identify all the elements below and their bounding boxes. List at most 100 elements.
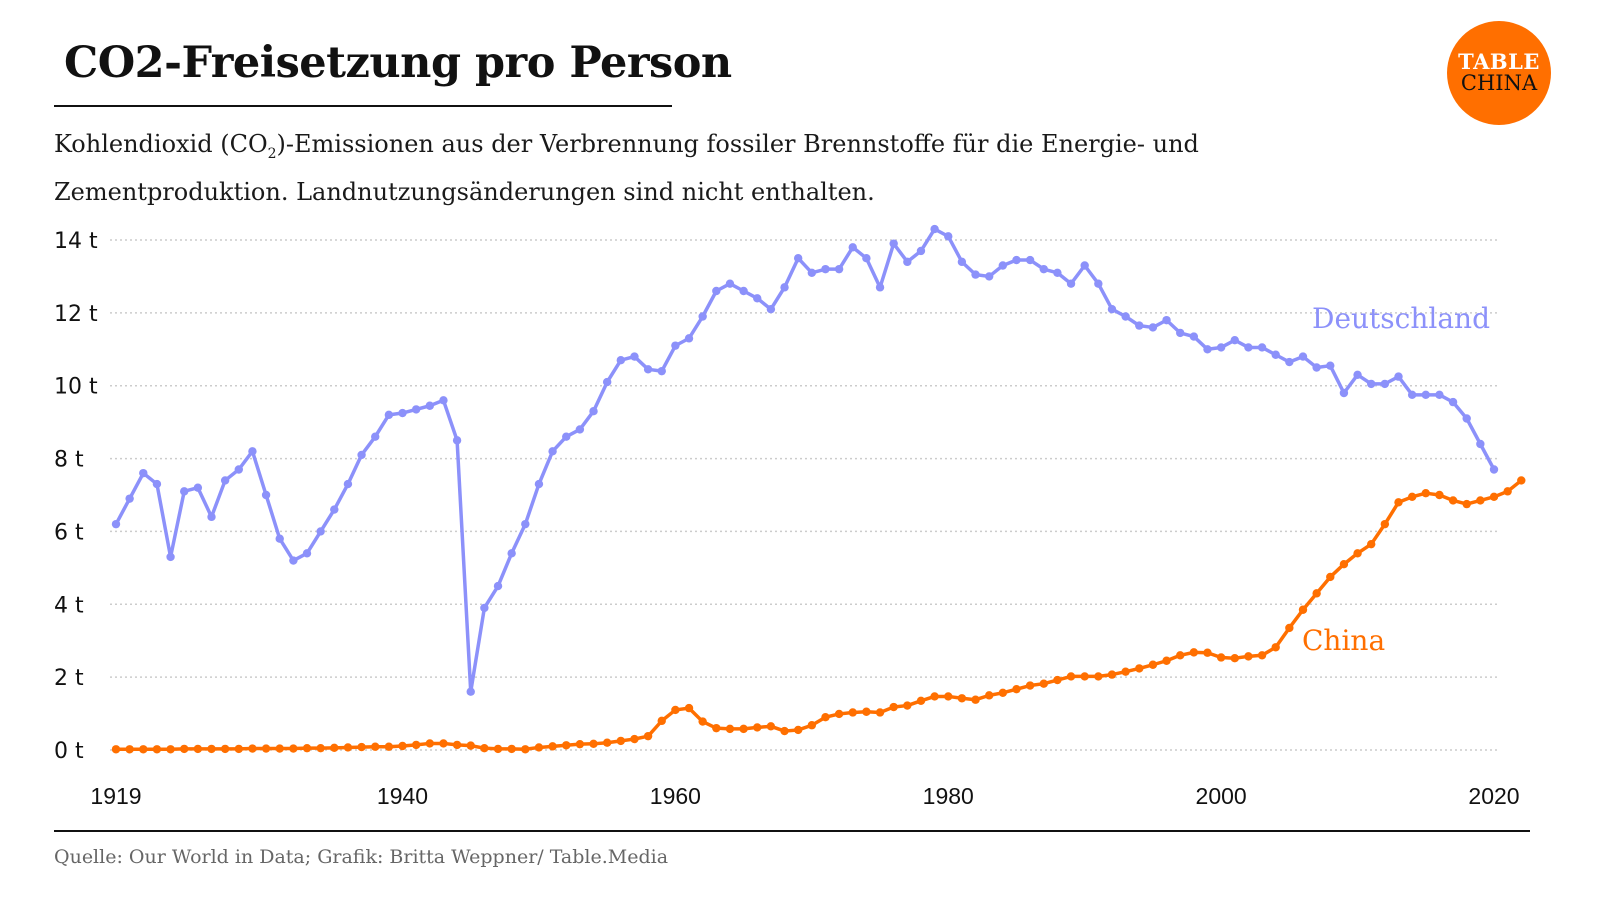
data-point bbox=[330, 505, 339, 514]
data-point bbox=[1175, 651, 1185, 660]
data-point bbox=[357, 450, 366, 460]
data-point bbox=[657, 716, 666, 726]
data-point bbox=[125, 494, 134, 503]
data-point bbox=[793, 725, 803, 735]
data-point bbox=[1121, 312, 1130, 321]
data-point bbox=[411, 740, 421, 750]
chart-subtitle: Kohlendioxid (CO2)-Emissionen aus der Ve… bbox=[54, 125, 1274, 211]
data-point bbox=[343, 743, 353, 752]
data-point bbox=[493, 744, 503, 754]
data-point bbox=[903, 257, 912, 267]
data-point bbox=[766, 305, 776, 314]
data-point bbox=[384, 410, 394, 420]
data-point bbox=[1407, 492, 1417, 502]
data-point bbox=[111, 519, 121, 529]
data-point bbox=[398, 741, 407, 751]
data-point bbox=[998, 688, 1008, 698]
series-line-deutschland bbox=[114, 227, 1496, 694]
data-point bbox=[1435, 490, 1444, 500]
data-point bbox=[1394, 372, 1403, 381]
series-china bbox=[111, 476, 1526, 754]
data-point bbox=[248, 447, 257, 456]
data-point bbox=[1162, 315, 1171, 325]
data-point bbox=[1257, 343, 1267, 352]
data-point bbox=[316, 743, 325, 753]
data-point bbox=[1462, 414, 1471, 423]
y-tick-label: 10 t bbox=[54, 375, 98, 400]
data-point bbox=[712, 286, 721, 296]
data-point bbox=[889, 239, 898, 248]
data-point bbox=[493, 581, 503, 591]
data-point bbox=[234, 465, 243, 474]
data-point bbox=[1339, 388, 1349, 398]
data-point bbox=[821, 713, 830, 722]
data-point bbox=[289, 744, 298, 753]
data-point bbox=[698, 312, 707, 321]
data-point bbox=[207, 744, 216, 754]
data-point bbox=[1326, 361, 1335, 370]
data-point bbox=[425, 739, 435, 748]
data-point bbox=[452, 740, 462, 750]
data-point bbox=[207, 512, 216, 522]
data-point bbox=[1339, 560, 1349, 569]
data-point bbox=[1353, 370, 1362, 379]
data-point bbox=[575, 425, 585, 434]
data-point bbox=[548, 447, 557, 456]
data-point bbox=[1066, 672, 1076, 681]
y-axis-ticks: 0 t 2 t 4 t 6 t 8 t 10 t 12 t 14 t bbox=[54, 229, 98, 764]
data-point bbox=[466, 687, 475, 696]
data-point bbox=[1135, 664, 1144, 673]
x-tick-label: 2000 bbox=[1196, 783, 1247, 809]
data-point bbox=[357, 742, 366, 752]
data-point bbox=[248, 744, 257, 753]
x-axis-ticks: 1919 1940 1960 1980 2000 2020 bbox=[90, 783, 1519, 809]
data-point bbox=[766, 722, 776, 731]
data-point bbox=[712, 723, 721, 733]
data-point bbox=[753, 723, 762, 732]
data-point bbox=[944, 232, 953, 241]
data-point bbox=[371, 742, 380, 751]
data-point bbox=[1448, 397, 1458, 407]
data-point bbox=[1312, 363, 1321, 372]
data-point bbox=[220, 744, 230, 754]
data-point bbox=[889, 702, 898, 712]
data-point bbox=[821, 264, 830, 274]
data-point bbox=[1503, 487, 1512, 496]
data-point bbox=[903, 701, 912, 710]
data-point bbox=[507, 744, 516, 754]
data-point bbox=[316, 527, 325, 536]
data-point bbox=[1148, 323, 1158, 332]
logo-line-1: TABLE bbox=[1458, 49, 1540, 74]
data-point bbox=[971, 270, 980, 279]
data-point bbox=[1367, 379, 1376, 389]
data-point bbox=[684, 334, 694, 343]
data-point bbox=[562, 741, 571, 750]
data-point bbox=[875, 708, 885, 717]
x-tick-label: 1980 bbox=[923, 783, 974, 809]
data-point bbox=[725, 279, 735, 288]
data-point bbox=[916, 696, 926, 706]
data-point bbox=[671, 705, 680, 715]
subtitle-subscript: 2 bbox=[267, 145, 277, 162]
y-tick-label: 8 t bbox=[54, 448, 84, 473]
data-point bbox=[220, 476, 230, 485]
data-point bbox=[1244, 343, 1253, 352]
data-point bbox=[971, 695, 980, 704]
data-point bbox=[1407, 390, 1417, 400]
x-tick-label: 1960 bbox=[650, 783, 701, 809]
data-point bbox=[1230, 654, 1239, 663]
data-point bbox=[630, 734, 639, 744]
data-point bbox=[1162, 656, 1171, 665]
data-point bbox=[1476, 496, 1485, 505]
data-point bbox=[575, 739, 585, 749]
data-point bbox=[643, 365, 653, 374]
data-point bbox=[848, 243, 857, 252]
data-point bbox=[193, 744, 203, 754]
data-point bbox=[152, 479, 162, 489]
data-point bbox=[1066, 279, 1076, 288]
data-point bbox=[834, 264, 844, 274]
data-point bbox=[1039, 264, 1048, 274]
data-point bbox=[548, 742, 557, 751]
data-point bbox=[1012, 684, 1021, 694]
